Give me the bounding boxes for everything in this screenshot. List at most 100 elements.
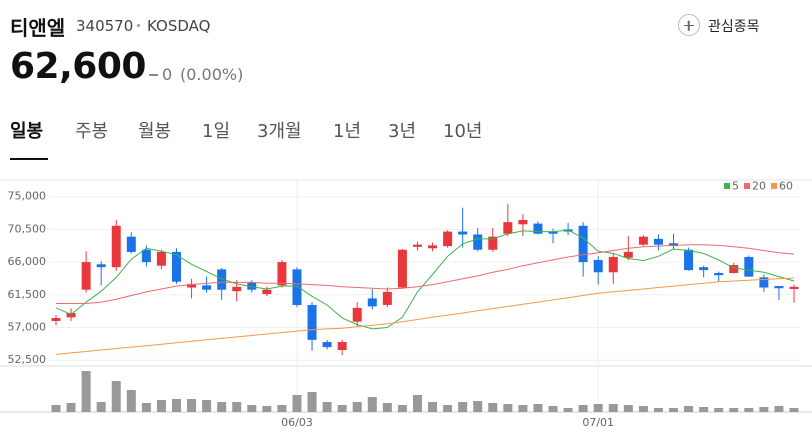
candle-body [292, 269, 302, 305]
volume-bar [759, 407, 769, 412]
volume-bar [337, 405, 347, 412]
volume-bar [623, 405, 633, 412]
tab[interactable]: 3년 [388, 121, 417, 142]
candle-body [578, 225, 588, 263]
legend-swatch [724, 183, 730, 189]
candle-body [473, 234, 483, 250]
change-pct: (0.00%) [180, 65, 244, 84]
volume-bar [774, 406, 784, 412]
candle-body [156, 251, 166, 266]
candle-body [337, 342, 347, 351]
candle-body [548, 231, 558, 234]
volume-bar [428, 402, 438, 412]
volume-bar [548, 406, 558, 412]
volume-bar [382, 403, 392, 412]
candle-body [126, 236, 136, 252]
volume-bar [367, 397, 377, 412]
volume-bar [533, 404, 543, 412]
candle-body [187, 283, 197, 288]
volume-bar [171, 399, 181, 412]
volume-bar [232, 402, 242, 412]
candle-body [277, 262, 287, 286]
volume-bar [81, 371, 91, 412]
ma-line [55, 277, 795, 355]
tab-underline [10, 158, 48, 160]
candle-body [443, 231, 453, 247]
volume-bar [187, 399, 197, 412]
price: 62,600 [10, 46, 146, 87]
legend-swatch [744, 183, 750, 189]
volume-bar [292, 395, 302, 412]
candle-body [714, 273, 724, 276]
x-tick-label: 06/03 [281, 416, 313, 429]
candle-body [428, 245, 438, 249]
candle-body [397, 249, 407, 288]
tab[interactable]: 10년 [443, 121, 483, 142]
volume-bar [518, 405, 528, 412]
candle-body [111, 225, 121, 268]
candle-body [171, 251, 181, 282]
legend-swatch [771, 183, 777, 189]
candle-body [653, 238, 663, 245]
y-tick-label: 57,000 [8, 320, 47, 333]
volume-bar [96, 402, 106, 412]
volume-bar [126, 390, 136, 412]
volume-bar [51, 405, 61, 412]
volume-bar [653, 408, 663, 412]
volume-bar [503, 404, 513, 412]
volume-bar [156, 400, 166, 412]
volume-bar [669, 408, 679, 412]
candle-body [307, 304, 317, 340]
tab[interactable]: 1일 [202, 121, 231, 142]
volume-bar [593, 404, 603, 412]
market: KOSDAQ [147, 17, 211, 35]
legend-label: 20 [752, 180, 766, 193]
candle-body [684, 249, 694, 271]
volume-bar [608, 404, 618, 412]
candle-body [488, 236, 498, 250]
watch-button[interactable]: 관심종목 [708, 19, 760, 35]
volume-bar [563, 408, 573, 412]
volume-bar [488, 403, 498, 412]
candle-body [458, 231, 468, 235]
y-tick-label: 75,000 [8, 190, 47, 203]
volume-bar [141, 403, 151, 412]
tab[interactable]: 1년 [333, 121, 362, 142]
tab[interactable]: 주봉 [75, 121, 109, 142]
tab[interactable]: 월봉 [138, 121, 172, 142]
ma-line [55, 229, 795, 330]
volume-bar [217, 402, 227, 412]
volume-bar [638, 406, 648, 412]
tab[interactable]: 일봉 [10, 121, 44, 142]
tab[interactable]: 3개월 [257, 121, 302, 142]
candle-body [352, 307, 362, 322]
candle-body [262, 289, 272, 295]
watch-icon[interactable] [678, 14, 700, 36]
volume-bar [397, 405, 407, 412]
volume-bar [277, 405, 287, 412]
candle-body [81, 262, 91, 290]
legend-label: 5 [732, 180, 739, 193]
candle-body [744, 257, 754, 277]
candle-body [593, 259, 603, 273]
y-tick-label: 66,000 [8, 255, 47, 268]
separator [137, 24, 140, 27]
volume-bar [247, 405, 257, 412]
candle-body [141, 249, 151, 263]
volume-bar [578, 405, 588, 412]
candle-body [608, 257, 618, 273]
candle-body [729, 265, 739, 273]
candle-body [247, 282, 257, 290]
candle-body [202, 285, 212, 290]
volume-bar [699, 407, 709, 412]
volume-bar [262, 406, 272, 412]
candle-body [322, 342, 332, 348]
candle-body [789, 286, 799, 289]
volume-bar [307, 392, 317, 412]
candle-body [96, 264, 106, 268]
ma-line [56, 244, 795, 304]
stock-code: 340570 [76, 17, 134, 35]
y-tick-label: 70,500 [8, 222, 47, 235]
